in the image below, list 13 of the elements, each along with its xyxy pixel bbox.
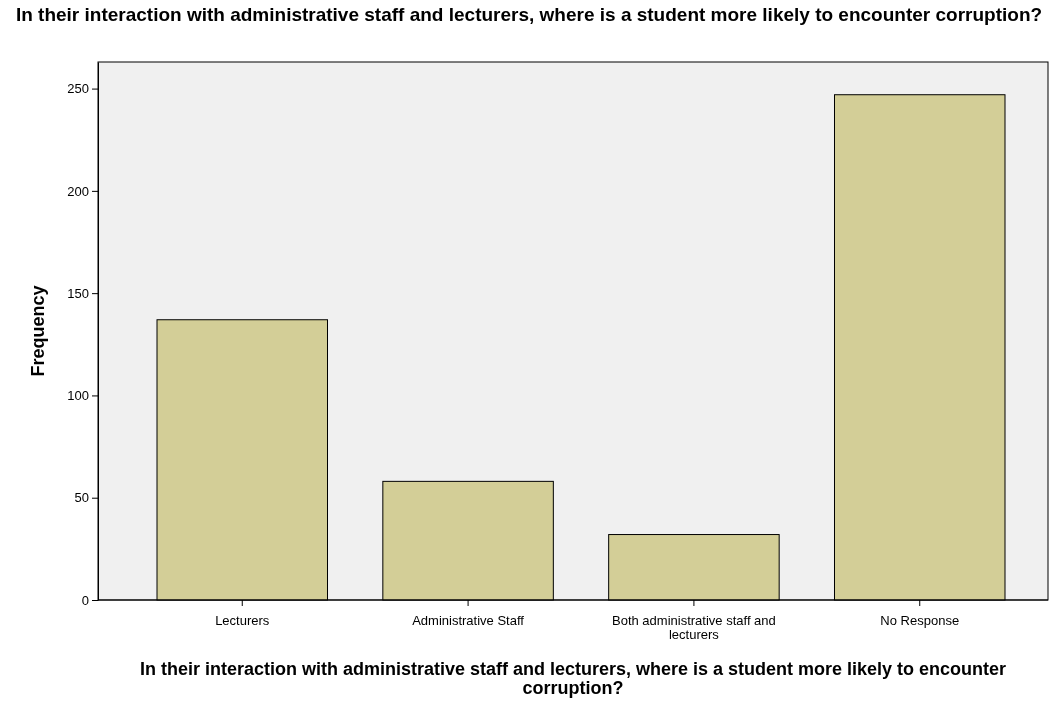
y-tick-label: 50: [74, 490, 89, 506]
x-tick-label: No Response: [880, 613, 960, 628]
y-axis-title: Frequency: [28, 285, 48, 377]
x-axis-title: In their interaction with administrative staff and lecturers, where is a student more likely to encounter corruption?: [139, 659, 1007, 698]
y-tick-label: 250: [67, 81, 89, 97]
chart-title: In their interaction with administrative staff and lecturers, where is a student more likely to encounter corruption?: [15, 4, 1043, 25]
y-tick-label: 200: [67, 183, 89, 199]
x-tick-label: Both administrative staff and lecturers: [612, 613, 776, 642]
y-tick-label: 100: [67, 388, 89, 404]
x-tick-label: Administrative Staff: [412, 613, 525, 628]
y-tick-label: 150: [67, 285, 89, 301]
x-tick-label: Lecturers: [215, 613, 270, 628]
y-tick-label: 0: [81, 592, 89, 608]
